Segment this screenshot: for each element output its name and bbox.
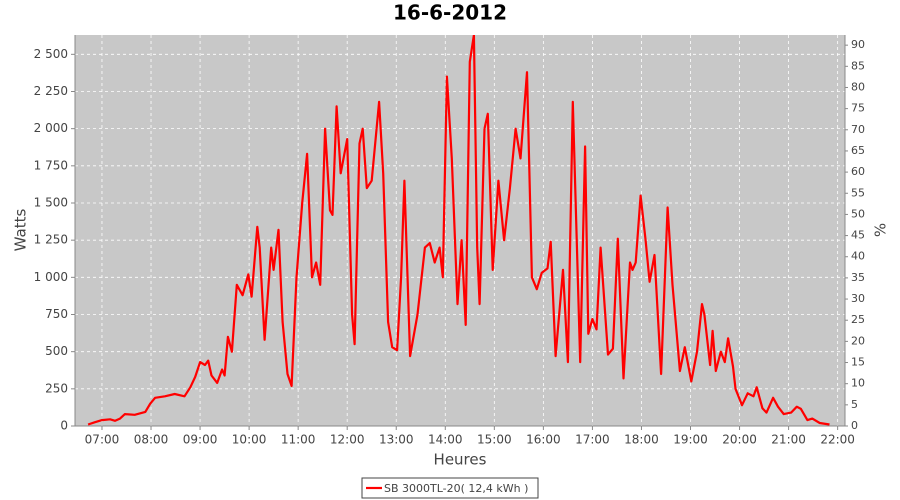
x-tick-label: 17:00	[575, 433, 610, 447]
y-tick-label: 1 750	[34, 158, 68, 172]
y2-tick-label: 55	[851, 186, 865, 199]
y2-tick-label: 10	[851, 377, 865, 390]
y-tick-label: 2 500	[34, 47, 68, 61]
y-tick-label: 250	[45, 381, 68, 395]
y2-tick-label: 0	[851, 419, 858, 432]
x-tick-label: 19:00	[673, 433, 708, 447]
x-tick-label: 16:00	[526, 433, 561, 447]
y2-tick-label: 35	[851, 271, 865, 284]
x-tick-label: 11:00	[281, 433, 316, 447]
y-tick-label: 1 500	[34, 195, 68, 209]
x-tick-label: 18:00	[624, 433, 659, 447]
x-tick-label: 09:00	[183, 433, 218, 447]
y-tick-label: 2 000	[34, 121, 68, 135]
x-axis-label: Heures	[434, 451, 487, 469]
y2-tick-label: 40	[851, 250, 865, 263]
x-tick-label: 10:00	[232, 433, 267, 447]
y-tick-label: 1 000	[34, 270, 68, 284]
y2-tick-label: 70	[851, 123, 865, 136]
y2-tick-label: 25	[851, 313, 865, 326]
y2-tick-label: 20	[851, 334, 865, 347]
series-line	[87, 35, 830, 426]
x-tick-label: 07:00	[85, 433, 120, 447]
y-tick-label: 750	[45, 307, 68, 321]
x-tick-label: 12:00	[330, 433, 365, 447]
x-tick-label: 20:00	[722, 433, 757, 447]
legend-box	[361, 477, 539, 499]
x-tick-label: 14:00	[428, 433, 463, 447]
y-tick-label: 500	[45, 344, 68, 358]
plot-area	[75, 35, 845, 426]
legend-label: SB 3000TL-20( 12,4 kWh )	[384, 482, 528, 495]
x-tick-label: 13:00	[379, 433, 414, 447]
x-tick-label: 21:00	[771, 433, 806, 447]
y2-tick-label: 30	[851, 292, 865, 305]
y-tick-label: 0	[60, 419, 68, 433]
y-tick-label: 2 250	[34, 84, 68, 98]
y2-tick-label: 85	[851, 59, 865, 72]
x-tick-label: 22:00	[820, 433, 855, 447]
y-axis-label: Watts	[12, 209, 30, 252]
y2-tick-label: 60	[851, 165, 865, 178]
y2-tick-label: 80	[851, 80, 865, 93]
y2-tick-label: 50	[851, 207, 865, 220]
y2-tick-label: 45	[851, 229, 865, 242]
x-tick-label: 15:00	[477, 433, 512, 447]
y2-tick-label: 15	[851, 356, 865, 369]
y2-tick-label: 90	[851, 38, 865, 51]
y2-tick-label: 5	[851, 398, 858, 411]
y2-tick-label: 75	[851, 102, 865, 115]
chart-title: 16-6-2012	[393, 1, 507, 25]
x-tick-label: 08:00	[134, 433, 169, 447]
y-tick-label: 1 250	[34, 233, 68, 247]
y2-axis-label: %	[872, 223, 890, 237]
y2-tick-label: 65	[851, 144, 865, 157]
